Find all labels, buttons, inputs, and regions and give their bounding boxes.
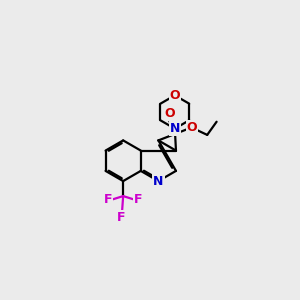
Text: O: O	[187, 122, 197, 134]
Text: F: F	[117, 211, 125, 224]
Text: F: F	[104, 193, 112, 206]
Text: O: O	[169, 89, 180, 102]
Text: F: F	[134, 193, 143, 206]
Text: N: N	[169, 122, 180, 135]
Text: N: N	[153, 175, 164, 188]
Text: O: O	[165, 107, 175, 120]
